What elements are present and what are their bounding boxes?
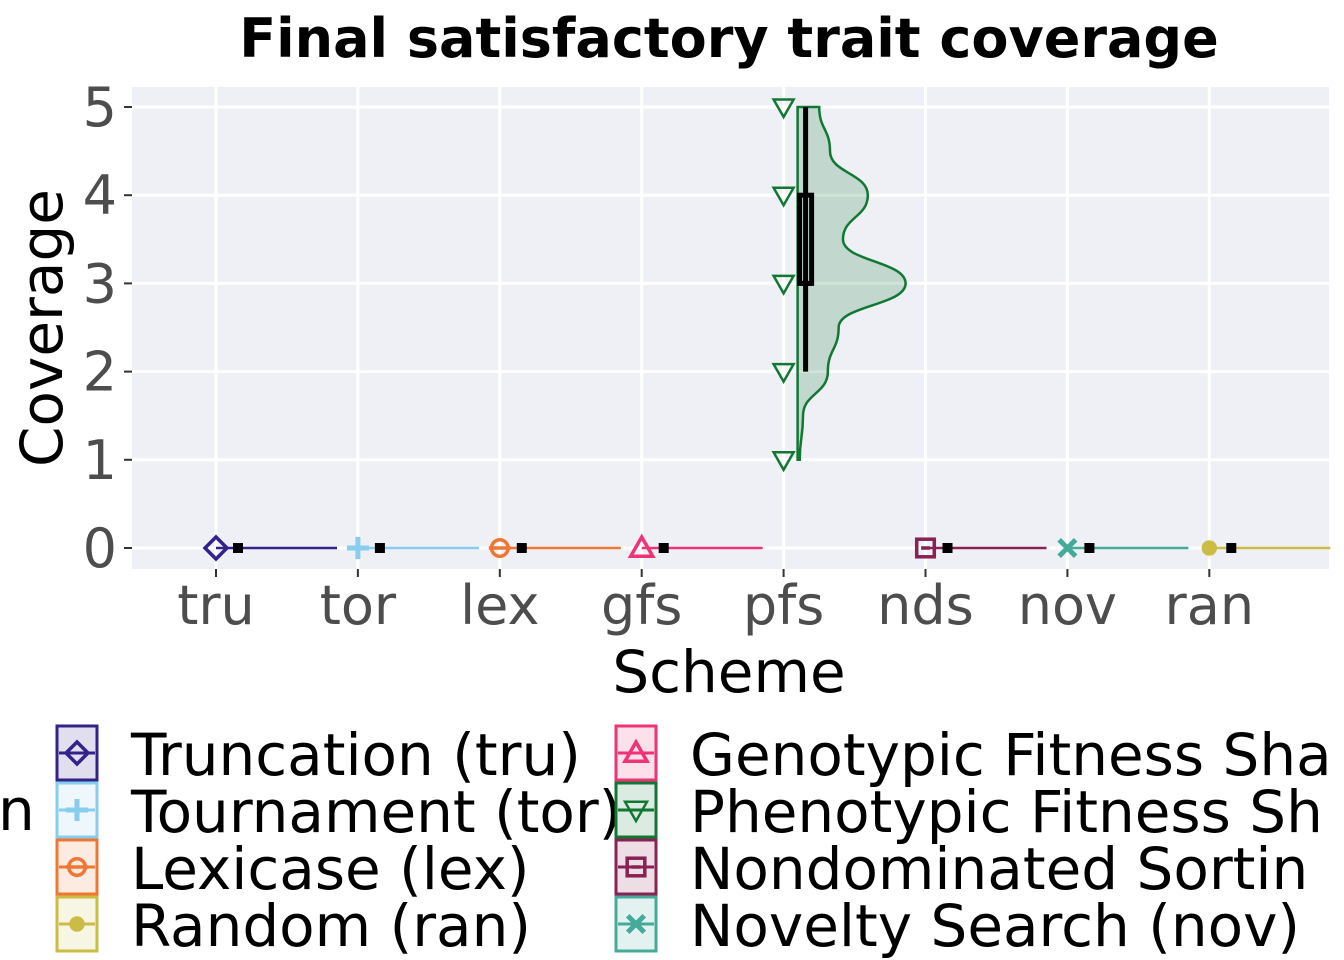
y-tick-label: 0 bbox=[83, 517, 117, 580]
legend: n Truncation (tru)Tournament (tor)Lexica… bbox=[0, 721, 1332, 960]
legend-label: Novelty Search (nov) bbox=[690, 892, 1300, 960]
series-nov bbox=[1057, 537, 1189, 559]
legend-item-lex: Lexicase (lex) bbox=[55, 835, 530, 903]
marker-circle-bar bbox=[488, 538, 511, 558]
y-tick-label: 5 bbox=[83, 76, 117, 139]
box-gfs bbox=[658, 543, 669, 553]
marker-cross-b bbox=[625, 913, 647, 935]
legend-item-pfs: Phenotypic Fitness Sh bbox=[614, 778, 1323, 846]
marker-triangle-down bbox=[771, 451, 796, 473]
marker-dot bbox=[1201, 540, 1218, 556]
x-tick-label: nds bbox=[877, 574, 974, 637]
y-tick-label: 3 bbox=[83, 252, 117, 315]
marker-cross-b bbox=[1057, 537, 1078, 559]
marker-triangle-down bbox=[771, 274, 796, 296]
violin-pfs bbox=[796, 105, 907, 462]
marker-diamond bbox=[63, 739, 91, 767]
x-tick-labels: tru tor lex gfs pfs nds nov ran bbox=[177, 569, 1254, 637]
marker-triangle-up bbox=[621, 738, 651, 763]
series-lex bbox=[488, 538, 621, 558]
legend-label: Random (ran) bbox=[131, 892, 531, 960]
x-axis-title: Scheme bbox=[612, 638, 845, 706]
data-marks bbox=[202, 98, 1331, 562]
marker-triangle-down bbox=[771, 274, 796, 296]
marker-triangle-down bbox=[771, 186, 796, 208]
series-ran bbox=[1201, 540, 1331, 556]
y-axis-title: Coverage bbox=[8, 189, 76, 467]
marker-triangle-down bbox=[771, 362, 796, 385]
box-tor bbox=[374, 543, 385, 553]
legend-item-tor: Tournament (tor) bbox=[55, 778, 621, 846]
legend-label: Tournament (tor) bbox=[130, 778, 621, 846]
box-nov bbox=[1084, 543, 1095, 553]
marker-triangle-down bbox=[771, 186, 796, 208]
marker-triangle-up bbox=[627, 533, 656, 558]
box-tru bbox=[233, 543, 243, 553]
legend-item-nds: Nondominated Sortin bbox=[614, 835, 1308, 903]
marker-plus bbox=[346, 537, 369, 559]
legend-item-nov: Novelty Search (nov) bbox=[614, 892, 1300, 960]
marker-plus bbox=[66, 799, 88, 821]
gridlines bbox=[132, 87, 1329, 569]
x-tick-label: tor bbox=[320, 574, 397, 637]
marker-dot bbox=[1201, 540, 1218, 556]
series-gfs bbox=[627, 533, 763, 558]
legend-label: Phenotypic Fitness Sh bbox=[690, 778, 1323, 846]
series-pfs bbox=[771, 98, 907, 473]
y-tick-label: 4 bbox=[83, 164, 117, 227]
x-tick-label: tru bbox=[177, 574, 255, 637]
series-nds bbox=[914, 537, 1047, 559]
y-tick-label: 1 bbox=[83, 429, 117, 492]
legend-label: Genotypic Fitness Sha bbox=[690, 721, 1332, 789]
marker-square bbox=[914, 537, 937, 559]
marker-triangle-down bbox=[771, 98, 796, 120]
box-ran bbox=[1226, 543, 1237, 553]
x-tick-label: ran bbox=[1165, 574, 1255, 637]
x-tick-label: pfs bbox=[743, 574, 824, 637]
marker-dot bbox=[69, 916, 85, 932]
box-nds bbox=[942, 543, 953, 553]
marker-dot bbox=[69, 916, 85, 932]
marker-square-bar bbox=[625, 856, 647, 878]
y-tick-label: 2 bbox=[83, 341, 117, 404]
legend-item-tru: Truncation (tru) bbox=[55, 721, 581, 789]
marker-triangle-up bbox=[627, 533, 656, 558]
marker-triangle-down bbox=[771, 451, 796, 473]
marker-square-bar bbox=[914, 537, 937, 559]
series-tor bbox=[346, 537, 479, 559]
series-tru bbox=[202, 534, 337, 562]
x-tick-label: nov bbox=[1018, 574, 1117, 637]
marker-cross bbox=[625, 913, 647, 935]
marker-diamond bbox=[202, 534, 230, 562]
marker-cross bbox=[1057, 537, 1078, 559]
marker-triangle-down bbox=[771, 362, 796, 385]
legend-item-ran: Random (ran) bbox=[55, 892, 531, 960]
plot-panel bbox=[132, 87, 1329, 569]
chart-title: Final satisfactory trait coverage bbox=[239, 7, 1218, 70]
marker-diamond-shape bbox=[202, 534, 230, 562]
x-tick-label: gfs bbox=[601, 574, 682, 637]
marker-diamond-shape bbox=[63, 739, 91, 767]
x-tick-label: lex bbox=[460, 574, 539, 637]
marker-triangle-down bbox=[622, 800, 650, 824]
marker-circle-bar bbox=[66, 857, 88, 877]
legend-label: Nondominated Sortin bbox=[690, 835, 1308, 903]
legend-title: n bbox=[0, 776, 35, 844]
marker-triangle-down bbox=[622, 800, 650, 824]
marker-triangle-down bbox=[771, 98, 796, 120]
y-tick-labels: 0 1 2 3 4 5 bbox=[83, 76, 132, 580]
legend-item-gfs: Genotypic Fitness Sha bbox=[614, 721, 1332, 789]
legend-label: Truncation (tru) bbox=[130, 721, 581, 789]
marker-triangle-up bbox=[621, 738, 651, 763]
marker-square bbox=[625, 856, 647, 878]
box-lex bbox=[516, 543, 527, 553]
legend-label: Lexicase (lex) bbox=[131, 835, 530, 903]
